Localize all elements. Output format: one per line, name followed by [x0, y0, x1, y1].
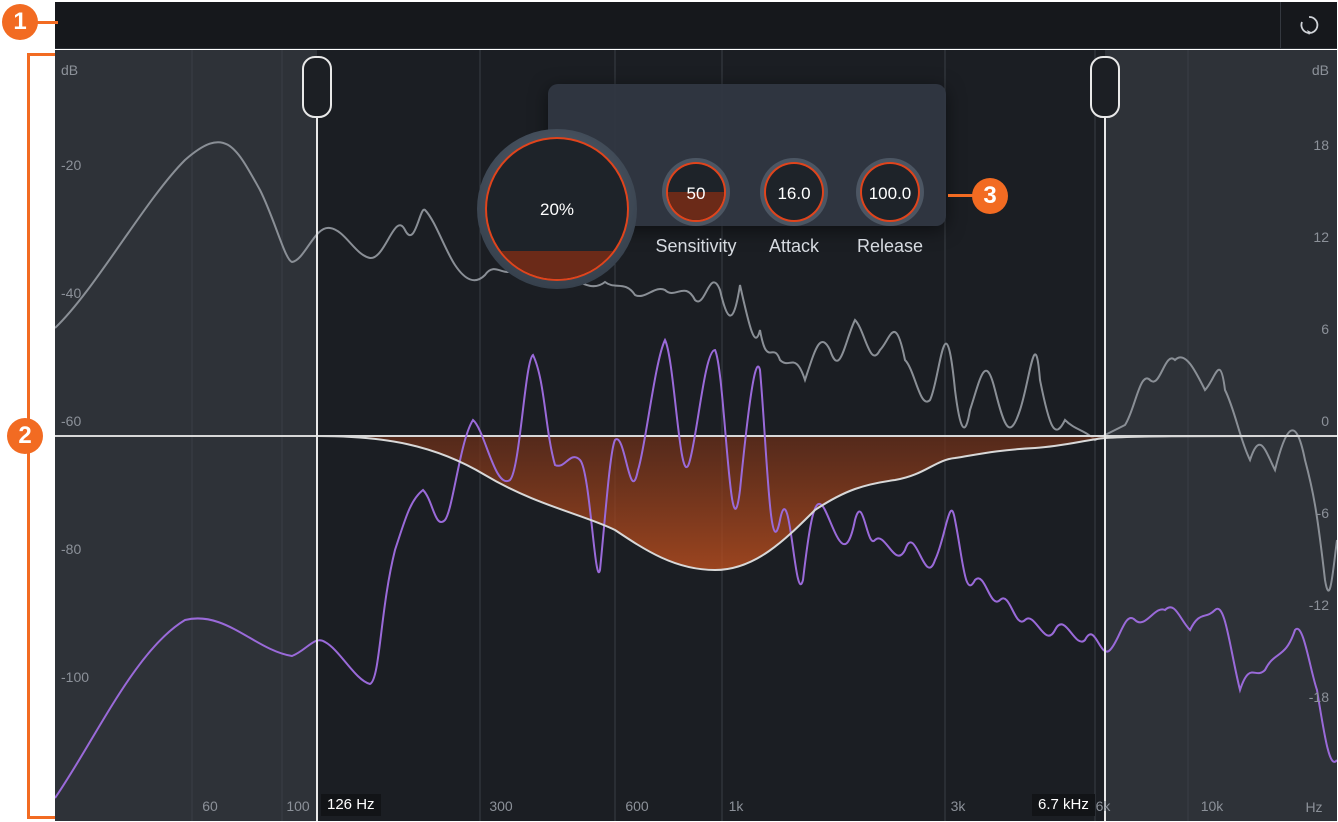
low-frequency-readout: 126 Hz [321, 794, 381, 816]
annotation-line-1 [36, 21, 58, 24]
x-axis-tick: 10k [1200, 798, 1224, 814]
amount-knob[interactable]: 20% [474, 126, 640, 292]
low-band-handle[interactable] [302, 56, 332, 118]
right-axis-tick: 12 [1313, 229, 1329, 245]
x-axis-tick: 600 [625, 798, 649, 814]
right-axis-tick: -6 [1316, 505, 1329, 521]
x-axis-unit: Hz [1300, 798, 1328, 816]
x-axis-tick: 60 [202, 798, 218, 814]
annotation-badge-1: 1 [2, 4, 38, 40]
left-axis-tick: -100 [61, 669, 90, 685]
attack-value: 16.0 [777, 184, 811, 203]
left-axis-tick: -20 [61, 157, 82, 173]
top-bar [55, 2, 1337, 49]
annotation-badge-3: 3 [972, 178, 1008, 214]
amount-value: 20% [539, 200, 575, 219]
x-axis-tick: 3k [950, 798, 966, 814]
release-label: Release [856, 236, 924, 256]
sensitivity-label: Sensitivity [655, 236, 737, 256]
left-axis-tick: -60 [61, 413, 82, 429]
amount-knob-graphic [477, 129, 637, 289]
input-spectrum-line [55, 337, 1337, 799]
attack-label: Attack [768, 236, 820, 256]
right-axis-tick: -12 [1308, 597, 1329, 613]
attack-knob-graphic [760, 158, 828, 226]
annotation-badge-2: 2 [7, 418, 43, 454]
right-axis-tick: 0 [1321, 413, 1329, 429]
sidechain-spectrum-line [55, 141, 1337, 592]
high-frequency-readout: 6.7 kHz [1032, 794, 1095, 816]
sensitivity-value: 50 [686, 184, 706, 203]
gain-reduction-curve [55, 435, 1337, 572]
x-axis-tick: 1k [728, 798, 744, 814]
annotation-line-3 [948, 194, 974, 197]
right-axis-unit: dB [1311, 62, 1329, 78]
release-knob[interactable]: 100.0 Release [846, 156, 934, 262]
release-knob-graphic [856, 158, 924, 226]
x-axis-tick: 300 [489, 798, 513, 814]
right-axis-tick: 6 [1321, 321, 1329, 337]
sensitivity-knob[interactable]: 50 Sensitivity [648, 156, 744, 262]
reset-icon [1300, 16, 1319, 35]
release-value: 100.0 [868, 184, 912, 203]
x-axis-tick: 100 [286, 798, 310, 814]
high-band-handle[interactable] [1090, 56, 1120, 118]
right-axis-tick: -18 [1308, 689, 1329, 705]
x-axis-tick: 6k [1095, 798, 1111, 814]
left-axis-tick: -40 [61, 285, 82, 301]
right-axis-tick: 18 [1313, 137, 1329, 153]
reset-button[interactable] [1280, 2, 1337, 48]
gain-reduction-area [317, 436, 1105, 570]
left-axis-tick: -80 [61, 541, 82, 557]
sensitivity-knob-graphic [662, 158, 730, 226]
left-axis-unit: dB [61, 62, 79, 78]
attack-knob[interactable]: 16.0 Attack [752, 156, 836, 262]
spectrum-graph [55, 50, 1337, 821]
